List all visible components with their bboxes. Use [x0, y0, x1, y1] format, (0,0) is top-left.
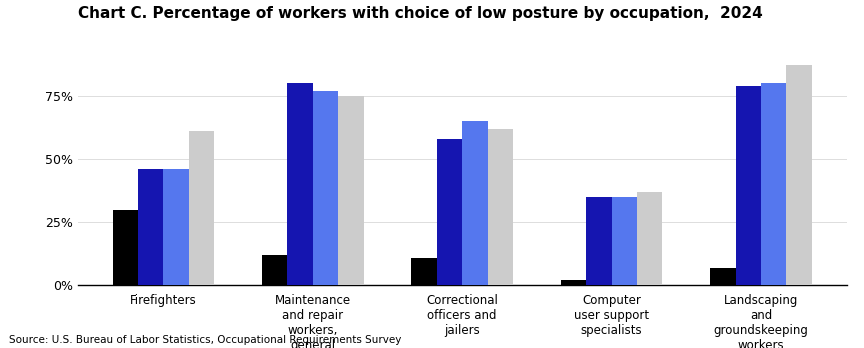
Bar [138, 169, 163, 285]
Bar [163, 169, 189, 285]
Bar [710, 268, 735, 285]
Bar [112, 209, 138, 285]
Text: Chart C. Percentage of workers with choice of low posture by occupation,  2024: Chart C. Percentage of workers with choi… [78, 6, 763, 21]
Bar [487, 129, 513, 285]
Bar [761, 83, 786, 285]
Text: Source: U.S. Bureau of Labor Statistics, Occupational Requirements Survey: Source: U.S. Bureau of Labor Statistics,… [9, 334, 401, 345]
Bar [735, 86, 761, 285]
Bar [612, 197, 637, 285]
Bar [637, 192, 663, 285]
Bar [462, 121, 487, 285]
Bar [561, 280, 586, 285]
Bar [262, 255, 288, 285]
Bar [586, 197, 612, 285]
Bar [339, 96, 364, 285]
Bar [313, 91, 339, 285]
Bar [288, 83, 313, 285]
Bar [189, 131, 214, 285]
Bar [437, 139, 462, 285]
Bar [411, 258, 437, 285]
Bar [786, 65, 812, 285]
